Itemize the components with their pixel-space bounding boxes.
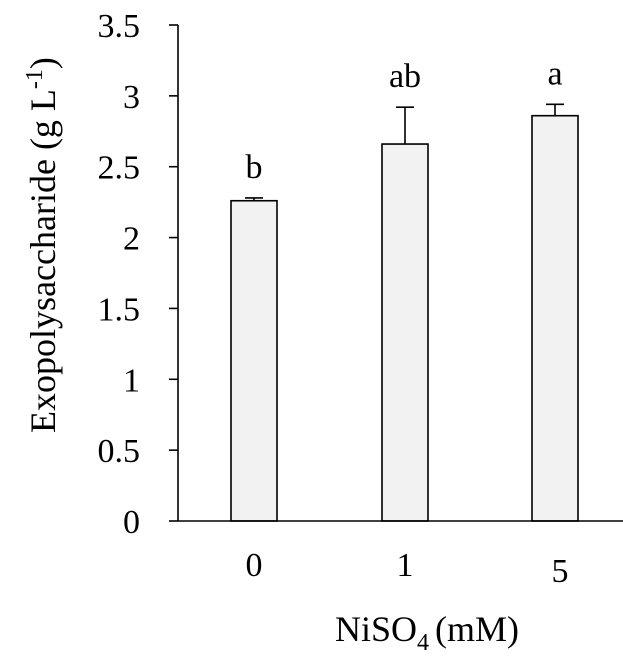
- y-tick-label: 1.5: [98, 291, 141, 328]
- significance-label: b: [246, 149, 263, 186]
- x-axis-title-subscript: 4: [417, 630, 429, 656]
- significance-label: a: [547, 55, 562, 92]
- error-bar: [396, 106, 414, 145]
- y-ticks-group: 0 0.5 1 1.5 2 2.5 3 3.5: [98, 8, 178, 541]
- y-tick-label: 3: [123, 79, 140, 116]
- error-bars-group: [245, 103, 564, 201]
- error-bar: [245, 197, 263, 201]
- bar: [531, 114, 579, 522]
- x-axis-title: NiSO4 (mM): [335, 609, 519, 656]
- y-axis-title-superscript: -1: [22, 69, 48, 89]
- x-tick-label: 0: [246, 547, 263, 584]
- axes-group: [177, 25, 623, 522]
- y-tick-label: 2.5: [98, 150, 141, 187]
- x-axis-title-main: NiSO: [335, 609, 417, 649]
- error-bar: [546, 103, 564, 116]
- bars-group: [230, 114, 579, 522]
- bar: [381, 143, 429, 522]
- y-axis-title-close: ): [23, 57, 63, 69]
- x-axis-title-unit: (mM): [435, 609, 519, 649]
- y-tick-label: 0.5: [98, 433, 141, 470]
- y-axis-title-main: Exopolysaccharide (g L: [23, 89, 63, 433]
- significance-label: ab: [389, 58, 421, 95]
- y-tick-label: 0: [123, 504, 140, 541]
- y-tick-label: 3.5: [98, 8, 141, 45]
- bar: [230, 199, 278, 522]
- y-tick-label: 1: [123, 362, 140, 399]
- x-tick-labels-group: 0 1 5: [246, 547, 569, 590]
- y-axis-title: Exopolysaccharide (g L-1): [22, 57, 63, 433]
- significance-labels-group: b ab a: [246, 55, 563, 186]
- x-tick-label: 5: [552, 553, 569, 590]
- x-tick-label: 1: [397, 547, 414, 584]
- y-tick-label: 2: [123, 221, 140, 258]
